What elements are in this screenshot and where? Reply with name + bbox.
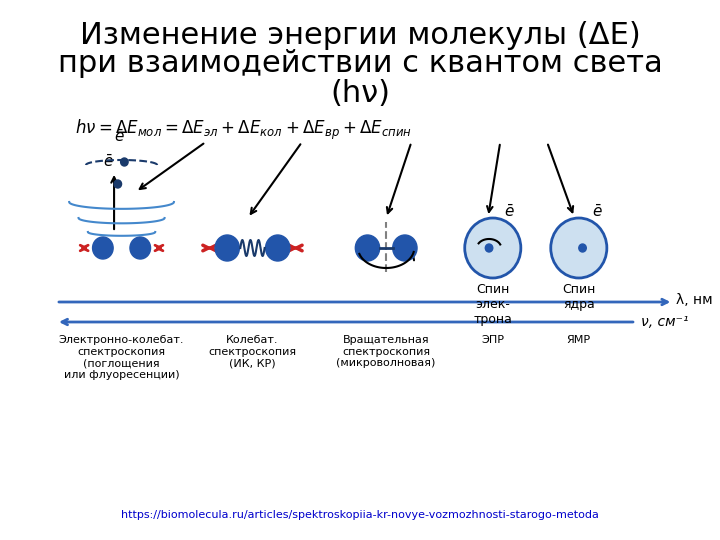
Text: ν, см⁻¹: ν, см⁻¹	[641, 315, 688, 329]
Text: при взаимодействии с квантом света: при взаимодействии с квантом света	[58, 50, 662, 78]
Circle shape	[114, 180, 122, 188]
Text: https://biomolecula.ru/articles/spektroskopiia-kr-novye-vozmozhnosti-starogo-met: https://biomolecula.ru/articles/spektros…	[121, 510, 599, 520]
Text: λ, нм: λ, нм	[676, 293, 713, 307]
Circle shape	[93, 237, 113, 259]
Circle shape	[551, 218, 607, 278]
Circle shape	[121, 158, 128, 166]
Text: $\bar{e}$: $\bar{e}$	[592, 204, 603, 220]
Text: ЯМР: ЯМР	[567, 335, 591, 345]
Text: $\bar{e}$: $\bar{e}$	[504, 204, 515, 220]
Text: $\bar{e}$: $\bar{e}$	[103, 154, 114, 170]
Text: Вращательная
спектроскопия
(микроволновая): Вращательная спектроскопия (микроволнова…	[336, 335, 436, 368]
Text: Спин
ядра: Спин ядра	[562, 283, 595, 311]
Circle shape	[464, 218, 521, 278]
Text: Изменение энергии молекулы (ΔЕ): Изменение энергии молекулы (ΔЕ)	[80, 21, 640, 50]
Circle shape	[392, 235, 417, 261]
Circle shape	[130, 237, 150, 259]
Text: Колебат.
спектроскопия
(ИК, КР): Колебат. спектроскопия (ИК, КР)	[208, 335, 297, 368]
Text: $h\nu = \Delta E_{\mathregular{мол}} = \Delta E_{\mathregular{эл}}+\Delta E_{\ma: $h\nu = \Delta E_{\mathregular{мол}} = \…	[75, 118, 412, 142]
Circle shape	[215, 235, 239, 261]
Text: Спин
элек-
трона: Спин элек- трона	[473, 283, 512, 326]
Text: (hν): (hν)	[330, 78, 390, 107]
Text: Электронно-колебат.
спектроскопия
(поглощения
или флуоресенции): Электронно-колебат. спектроскопия (погло…	[59, 335, 184, 380]
Text: $\bar{e}$: $\bar{e}$	[114, 129, 125, 145]
Circle shape	[485, 244, 492, 252]
Circle shape	[266, 235, 290, 261]
Circle shape	[356, 235, 379, 261]
Text: ЭПР: ЭПР	[481, 335, 504, 345]
Circle shape	[579, 244, 586, 252]
